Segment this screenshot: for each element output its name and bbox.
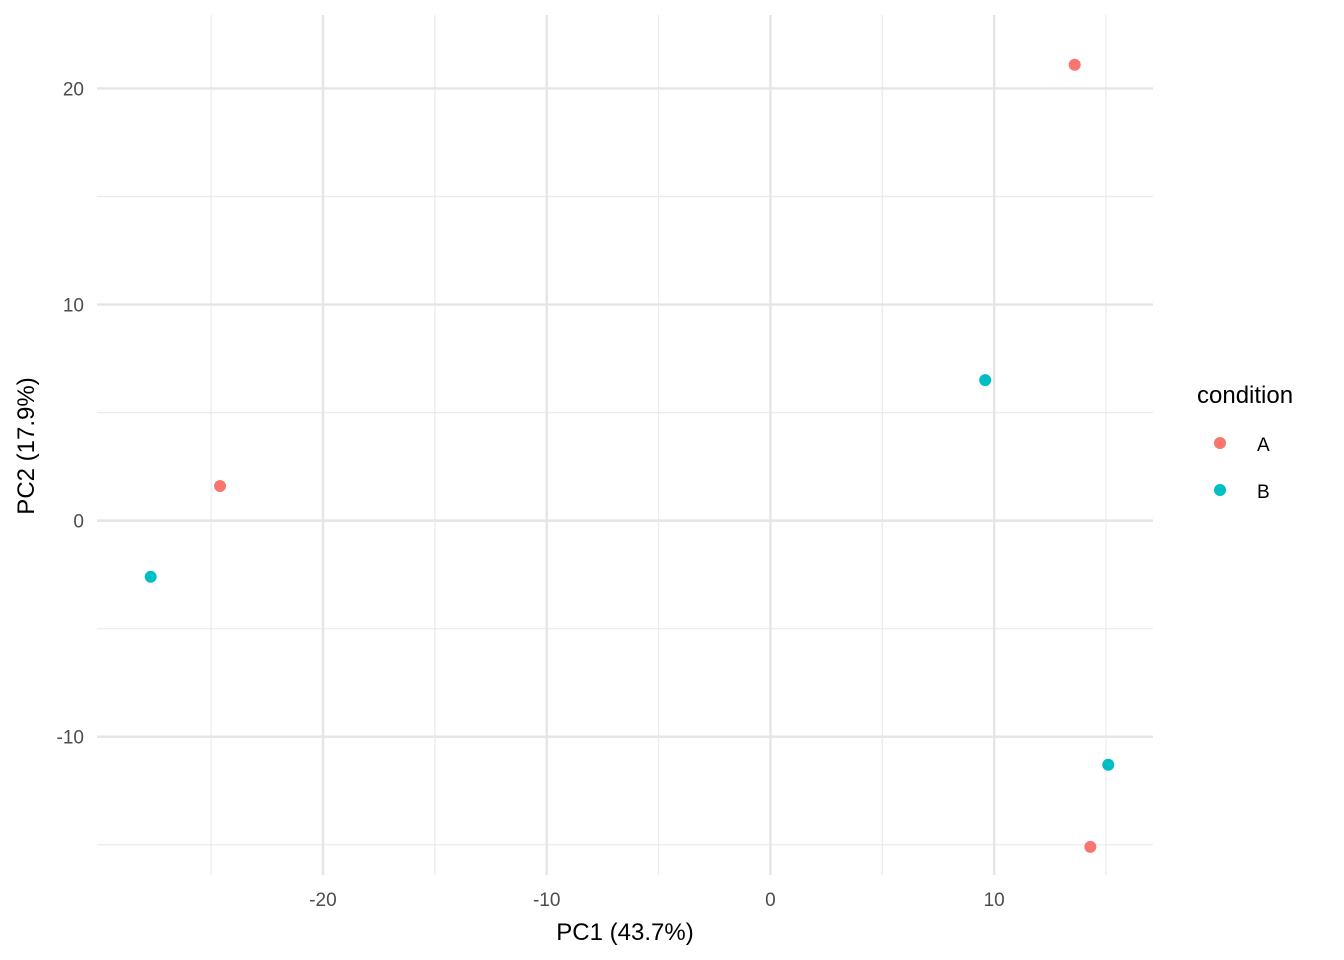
- point-B: [144, 570, 157, 583]
- legend-title: condition: [1197, 382, 1293, 409]
- legend-key-A: [1214, 437, 1226, 449]
- y-tick-label: 10: [63, 296, 84, 317]
- data-points: [144, 58, 1115, 853]
- y-tick-label: 0: [73, 512, 84, 533]
- x-axis-tick-labels: -20 -10 0 10: [309, 890, 1004, 911]
- x-tick-label: -10: [533, 890, 560, 911]
- legend-label-A: A: [1257, 435, 1270, 456]
- legend-key-B: [1214, 484, 1226, 496]
- y-axis-tick-labels: -10 0 10 20: [57, 79, 84, 748]
- minor-gridlines: [97, 15, 1153, 875]
- y-tick-label: -10: [57, 728, 84, 749]
- x-tick-label: 10: [984, 890, 1005, 911]
- legend-entries: AB: [1214, 435, 1270, 503]
- point-B: [979, 374, 992, 387]
- point-B: [1102, 758, 1115, 771]
- legend-label-B: B: [1257, 482, 1270, 503]
- x-tick-label: 0: [765, 890, 776, 911]
- y-axis-title: PC2 (17.9%): [13, 377, 40, 514]
- y-tick-label: 20: [63, 79, 84, 100]
- point-A: [1084, 840, 1097, 853]
- legend: condition AB: [1197, 382, 1293, 503]
- point-A: [214, 480, 227, 493]
- x-tick-label: -20: [309, 890, 336, 911]
- point-A: [1068, 58, 1081, 71]
- x-axis-title: PC1 (43.7%): [556, 919, 693, 946]
- major-gridlines: [97, 15, 1153, 875]
